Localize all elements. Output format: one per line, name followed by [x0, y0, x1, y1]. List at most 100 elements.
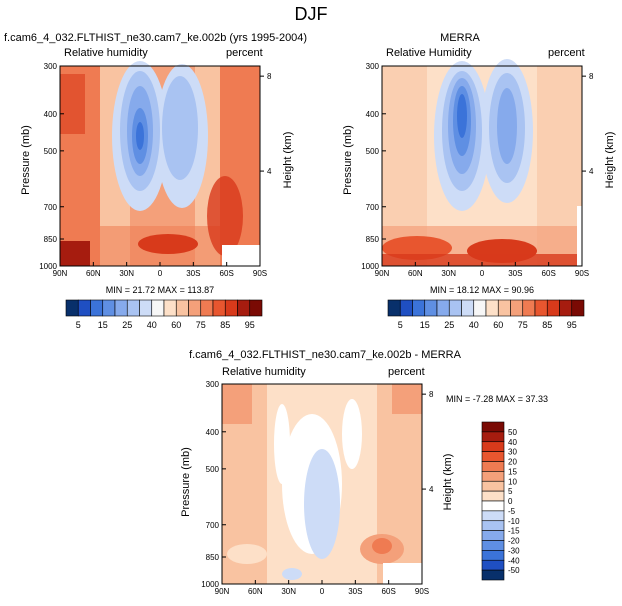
colorbar-label: -30	[508, 546, 520, 555]
colorbar-label: 60	[171, 320, 181, 330]
colorbar-swatch	[481, 540, 505, 551]
colorbar-label: 75	[196, 320, 206, 330]
colorbar-label: 60	[493, 320, 503, 330]
colorbar-swatch	[481, 480, 505, 492]
colorbar-swatch	[249, 299, 263, 317]
colorbar-label: 95	[567, 320, 577, 330]
y2-tick-label: 8	[267, 72, 272, 81]
panel-difference-y2label: Height (km)	[442, 453, 454, 511]
colorbar-swatch	[114, 299, 128, 317]
x-tick-label: 60N	[86, 269, 101, 278]
y-tick-label: 400	[366, 110, 380, 119]
panel-merra-title: MERRA	[440, 32, 480, 44]
panel-merra-units: percent	[548, 47, 585, 59]
colorbar-swatch	[559, 299, 573, 317]
colorbar-label: 50	[508, 428, 517, 437]
y-tick-label: 700	[366, 203, 380, 212]
colorbar-label: -10	[508, 517, 520, 526]
colorbar-swatch	[175, 299, 189, 317]
panel-merra-minmax: MIN = 18.12 MAX = 90.96	[429, 285, 535, 295]
axes: 90N 60N 30N 0 30S 60S 90S 300 400 500 700 850 1000 8 4	[201, 380, 434, 596]
y-tick-label: 1000	[201, 580, 219, 589]
panel-difference-minmax: MIN = -7.28 MAX = 37.33	[446, 394, 549, 404]
x-tick-label: 90S	[575, 269, 589, 278]
page-title: DJF	[294, 4, 328, 24]
colorbar-label: 40	[508, 438, 517, 447]
x-tick-label: 30S	[348, 587, 362, 596]
y-tick-label: 300	[206, 380, 220, 389]
x-tick-label: 90S	[253, 269, 267, 278]
y-tick-label: 300	[366, 62, 380, 71]
colorbar-swatch	[387, 299, 401, 317]
panel-model-minmax: MIN = 21.72 MAX = 113.87	[105, 285, 215, 295]
x-tick-label: 60N	[248, 587, 263, 596]
x-tick-label: 0	[158, 269, 163, 278]
colorbar-swatch	[481, 471, 505, 482]
colorbar-swatch	[102, 299, 116, 317]
colorbar-swatch	[481, 431, 505, 443]
y2-tick-label: 8	[589, 72, 594, 81]
panel-merra-colorbar: 5 15 25 40 60 75 85 95	[387, 299, 585, 330]
colorbar-swatch	[473, 299, 487, 317]
colorbar-label: 20	[508, 458, 517, 467]
colorbar-label: 15	[98, 320, 108, 330]
axes: 90N 60N 30N 0 30S 60S 90S 300 400 500 700 850 1000 8 4	[39, 62, 272, 278]
panel-difference-title: f.cam6_4_032.FLTHIST_ne30.cam7_ke.002b -…	[189, 349, 461, 361]
colorbar-swatch	[481, 569, 505, 581]
x-tick-label: 90N	[53, 269, 68, 278]
y-tick-label: 1000	[361, 262, 379, 271]
colorbar-label: 5	[398, 320, 403, 330]
colorbar-label: 5	[508, 487, 513, 496]
colorbar-swatch	[522, 299, 536, 317]
colorbar-swatch	[399, 299, 413, 317]
colorbar-swatch	[571, 299, 585, 317]
colorbar-swatch	[151, 299, 165, 317]
colorbar-swatch	[481, 490, 505, 502]
colorbar-swatch	[90, 299, 104, 317]
x-tick-label: 30N	[281, 587, 296, 596]
y-tick-label: 850	[44, 235, 58, 244]
x-tick-label: 60S	[542, 269, 556, 278]
colorbar-label: 85	[542, 320, 552, 330]
colorbar-swatch	[481, 510, 505, 522]
colorbar-label: 95	[245, 320, 255, 330]
colorbar-label: -40	[508, 556, 520, 565]
panel-merra-left-label: Relative Humidity	[386, 47, 472, 59]
panel-merra-y2label: Height (km)	[604, 131, 616, 189]
colorbar-swatch	[436, 299, 450, 317]
colorbar-swatch	[412, 299, 426, 317]
colorbar-swatch	[139, 299, 153, 317]
colorbar-swatch	[163, 299, 177, 317]
colorbar-label: 25	[122, 320, 132, 330]
x-tick-label: 0	[480, 269, 485, 278]
colorbar-swatch	[546, 299, 560, 317]
colorbar-swatch	[481, 550, 505, 561]
x-tick-label: 30N	[441, 269, 456, 278]
colorbar-swatch	[188, 299, 202, 317]
colorbar-swatch	[224, 299, 238, 317]
colorbar-swatch	[65, 299, 79, 317]
x-tick-label: 60N	[408, 269, 423, 278]
colorbar-swatch	[481, 461, 505, 472]
panel-difference-plot: 90N 60N 30N 0 30S 60S 90S 300 400 500 700 850 1000 8 4	[201, 380, 434, 596]
panel-merra-plot: 90N 60N 30N 0 30S 60S 90S 300 400 500 700 850 1000 8 4	[361, 59, 594, 278]
x-tick-label: 30N	[119, 269, 134, 278]
colorbar-swatch	[481, 451, 505, 462]
colorbar-label: -50	[508, 566, 520, 575]
colorbar-label: 40	[147, 320, 157, 330]
y-tick-label: 400	[206, 428, 220, 437]
colorbar-swatch	[481, 530, 505, 541]
colorbar-swatch	[510, 299, 524, 317]
colorbar-label: 5	[76, 320, 81, 330]
panel-model-left-label: Relative humidity	[64, 47, 148, 59]
y-tick-label: 300	[44, 62, 58, 71]
x-tick-label: 60S	[382, 587, 396, 596]
x-tick-label: 90N	[215, 587, 230, 596]
y2-tick-label: 8	[429, 390, 434, 399]
colorbar-swatch	[448, 299, 462, 317]
colorbar-label: 40	[469, 320, 479, 330]
panel-model-plot: 90N 60N 30N 0 30S 60S 90S 300 400 500 700 850 1000 8 4	[39, 61, 272, 278]
x-tick-label: 90S	[415, 587, 429, 596]
colorbar-swatch	[126, 299, 140, 317]
colorbar-label: -20	[508, 537, 520, 546]
